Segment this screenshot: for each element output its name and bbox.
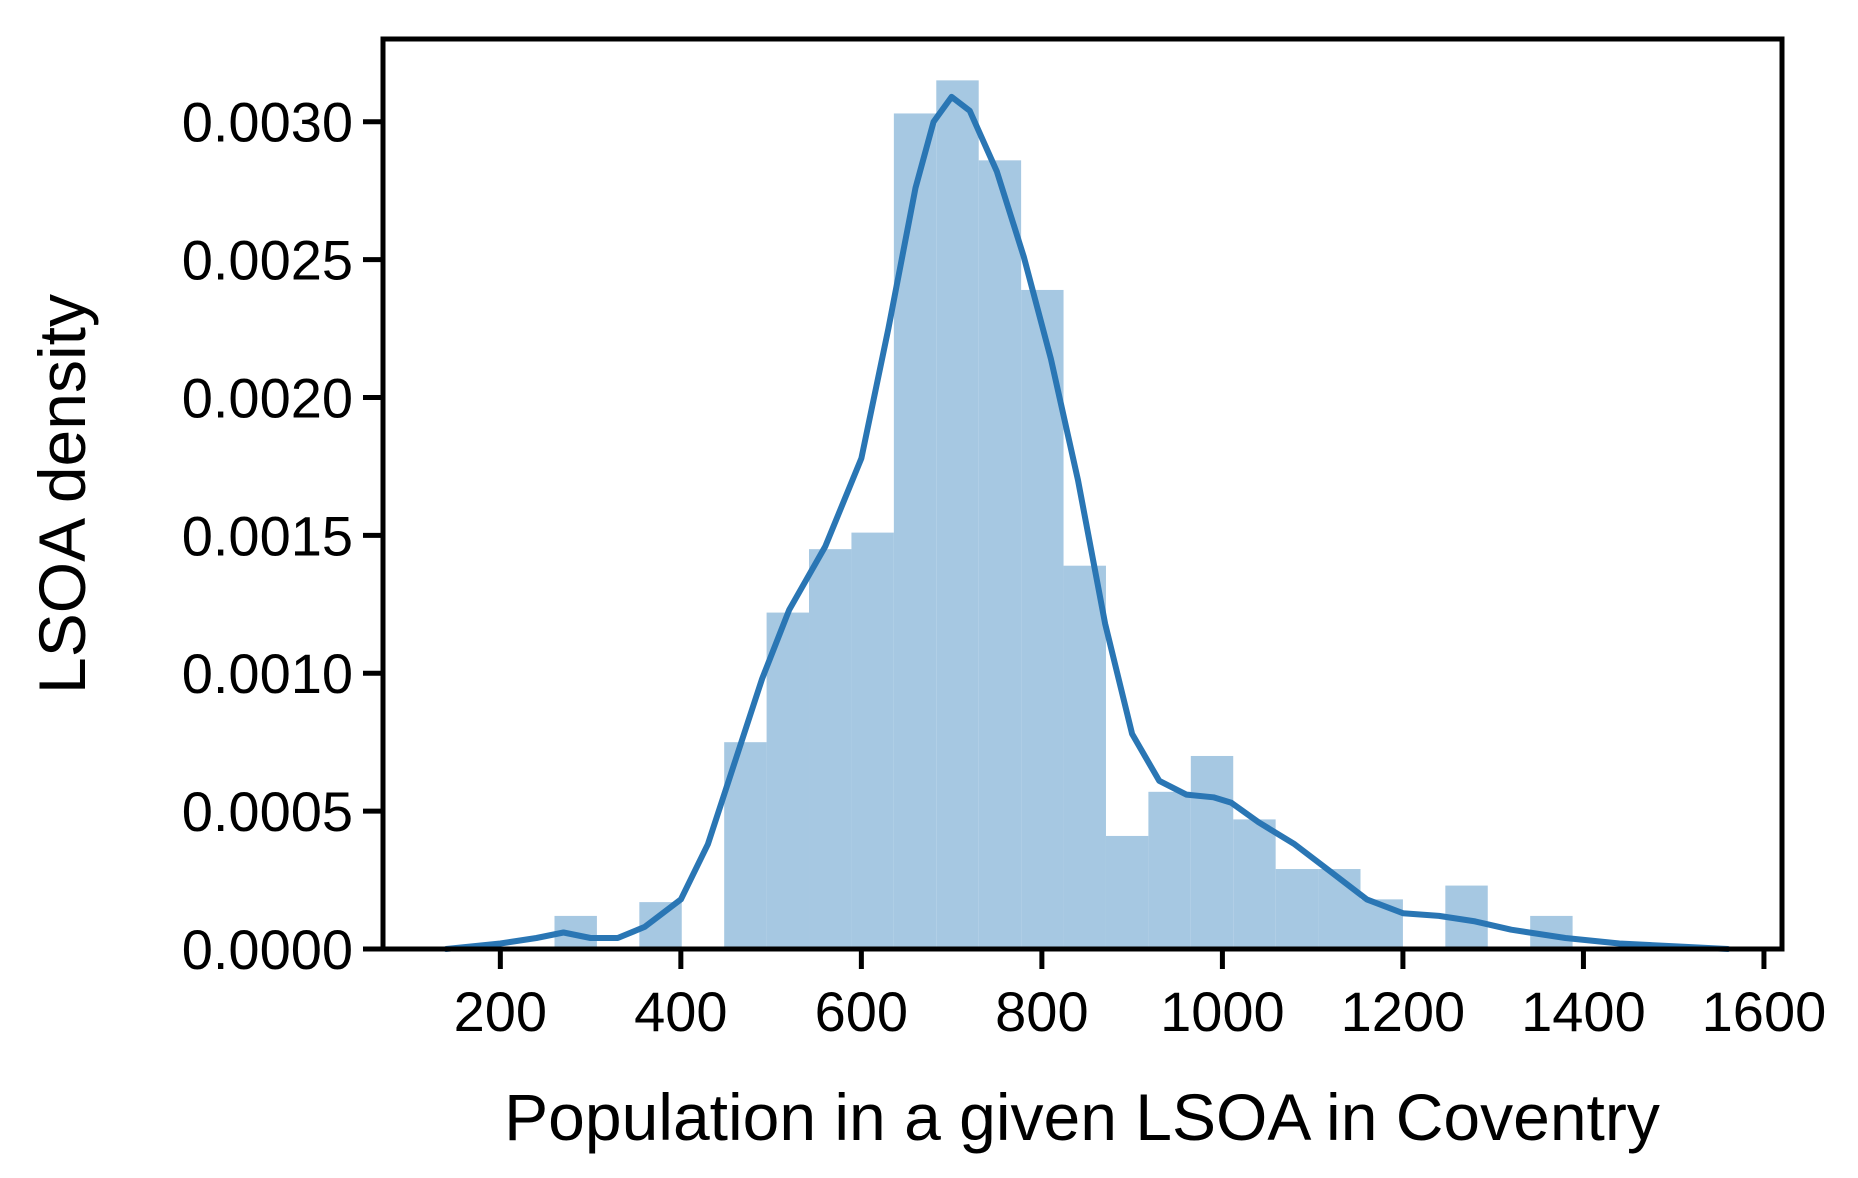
histogram-bar (851, 532, 894, 949)
x-axis-ticks: 200 400 600 800 1000 1200 1400 1600 (454, 949, 1827, 1043)
x-tick-label: 1000 (1160, 980, 1285, 1043)
y-tick-label: 0.0005 (182, 780, 353, 843)
y-axis-ticks: 0.0000 0.0005 0.0010 0.0015 0.0020 0.0025 0.00… (182, 91, 383, 981)
y-tick-label: 0.0020 (182, 366, 353, 429)
histogram-bar (1318, 869, 1361, 949)
histogram-bar (1021, 289, 1064, 949)
histogram-bar (1190, 755, 1234, 949)
histogram-bar (1148, 791, 1191, 949)
histogram-bar (1275, 869, 1319, 949)
histogram-bar (936, 80, 979, 949)
y-tick-label: 0.0015 (182, 504, 353, 567)
y-tick-label: 0.0030 (182, 91, 353, 154)
x-tick-label: 600 (815, 980, 908, 1043)
histogram-bar (1105, 835, 1149, 949)
x-tick-label: 200 (454, 980, 547, 1043)
kde-curve (443, 93, 1731, 952)
histogram-bar (1233, 819, 1276, 949)
y-tick-label: 0.0010 (182, 642, 353, 705)
x-tick-label: 400 (634, 980, 727, 1043)
y-tick-label: 0.0025 (182, 229, 353, 292)
x-axis-label: Population in a given LSOA in Coventry (504, 1080, 1660, 1154)
x-tick-label: 1400 (1521, 980, 1646, 1043)
histogram-bar (978, 160, 1022, 950)
x-tick-label: 1200 (1341, 980, 1466, 1043)
y-tick-label: 0.0000 (182, 918, 353, 981)
x-tick-label: 800 (995, 980, 1088, 1043)
histogram-bar (809, 549, 852, 949)
histogram-bar (893, 113, 937, 950)
x-tick-label: 1600 (1702, 980, 1827, 1043)
y-axis-label: LSOA density (25, 294, 99, 694)
histogram-bar (1063, 565, 1106, 949)
plot-frame (380, 36, 1785, 952)
histogram-bar (766, 612, 810, 949)
histogram-bars (554, 80, 1573, 950)
